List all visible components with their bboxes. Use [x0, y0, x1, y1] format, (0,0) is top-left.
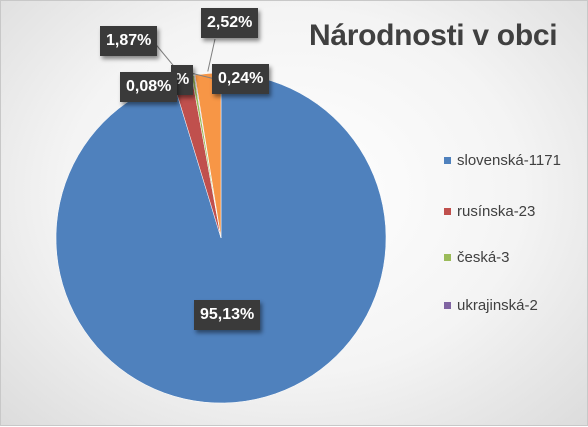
legend-label-ceska: česká-3: [457, 249, 510, 266]
legend-item-rusinska: rusínska-23: [444, 202, 572, 222]
legend-item-ukrajinska: ukrajinská-2: [444, 296, 572, 316]
data-label-ceska: 0,24%: [212, 64, 270, 94]
legend-item-ceska: česká-3: [444, 248, 572, 268]
legend-swatch-ceska: [444, 254, 451, 261]
data-label-ukrajinska: 0,08%: [120, 72, 178, 102]
legend-swatch-slovenska: [444, 157, 451, 164]
leader-line-ceska: [192, 72, 216, 80]
legend-label-slovenska: slovenská-1171: [457, 152, 561, 169]
legend-swatch-rusinska: [444, 208, 451, 215]
legend-swatch-ukrajinska: [444, 302, 451, 309]
data-label-rusinska: 1,87%: [100, 26, 158, 56]
leader-line-neuvedena: [207, 38, 216, 72]
legend-label-ukrajinska: ukrajinská-2: [457, 297, 538, 314]
data-label-neuvedena: 2,52%: [201, 8, 259, 38]
data-label-slovenska: 95,13%: [194, 300, 261, 330]
legend-label-rusinska: rusínska-23: [457, 203, 536, 220]
chart-title: Národnosti v obci: [309, 19, 558, 52]
legend-item-slovenska: slovenská-1171: [444, 151, 572, 171]
